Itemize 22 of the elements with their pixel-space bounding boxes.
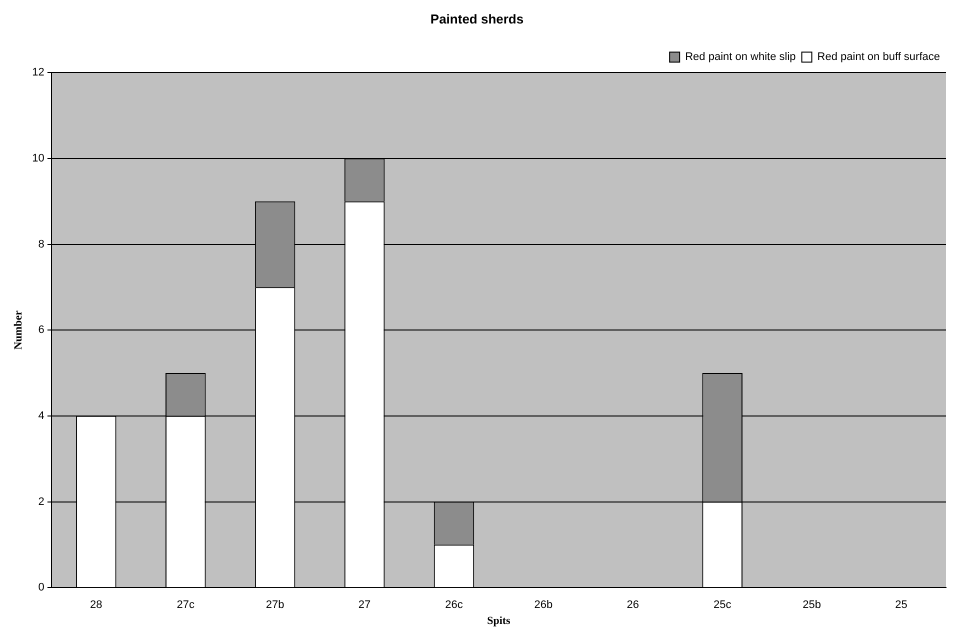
y-tick-label: 0 (38, 582, 44, 594)
legend-label: Red paint on buff surface (817, 51, 940, 64)
x-tick-label: 28 (90, 599, 102, 612)
x-tick-label: 25b (802, 599, 821, 612)
y-tick-label: 12 (32, 66, 44, 79)
chart-title: Painted sherds (430, 11, 524, 26)
x-tick-label: 25c (713, 599, 732, 612)
x-tick-label: 27 (358, 599, 371, 612)
legend-label: Red paint on white slip (685, 51, 796, 64)
x-tick-label: 25 (895, 599, 908, 612)
y-axis-title: Number (12, 310, 24, 350)
x-tick-label: 27c (176, 599, 195, 612)
y-tick-label: 2 (38, 496, 44, 508)
x-tick-label: 27b (266, 599, 284, 612)
y-tick-label: 6 (38, 324, 44, 336)
x-tick-label: 26c (445, 599, 464, 612)
y-tick-label: 10 (32, 152, 44, 164)
x-tick-label: 26b (534, 599, 553, 612)
x-tick-label: 26 (626, 599, 640, 612)
y-tick-label: 4 (38, 410, 44, 422)
y-tick-label: 8 (38, 238, 44, 250)
x-axis-title: Spits (487, 615, 512, 628)
